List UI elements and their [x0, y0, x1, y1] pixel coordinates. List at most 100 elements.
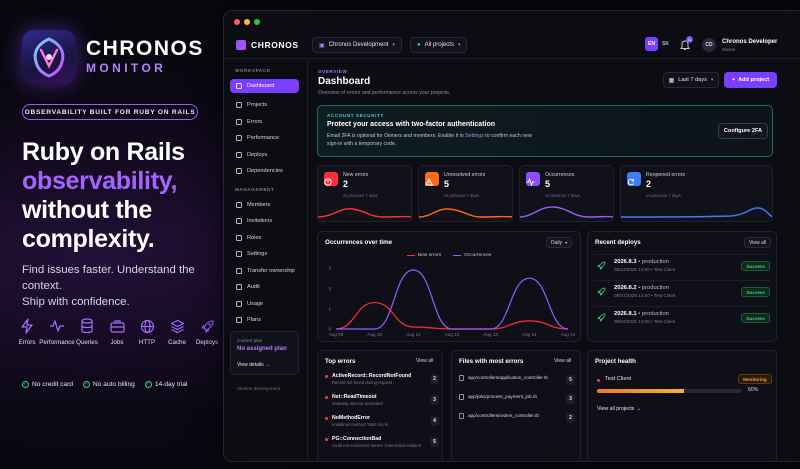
alert-icon — [324, 172, 338, 186]
chevron-down-icon: ▾ — [710, 77, 714, 83]
minimize-dot[interactable] — [244, 19, 250, 25]
transfer-icon — [236, 268, 242, 274]
stat-card-unresolved-errors[interactable]: Unresolved errors 5 vs previous 7 days — [418, 165, 513, 222]
files-panel: Files with most errors View all app/cont… — [451, 350, 581, 461]
security-label: ACCOUNT SECURITY — [327, 113, 385, 118]
sparkline-unresolved-errors — [419, 208, 512, 218]
error-message: Gateway timeout exceeded — [332, 401, 383, 406]
error-row[interactable]: NoMethodError undefined method 'total' fo… — [325, 414, 439, 433]
file-name: app/controllers/application_controller.r… — [468, 375, 548, 380]
sidebar-item-settings[interactable]: Settings — [230, 247, 299, 261]
main-content: OVERVIEW Dashboard Overview of errors an… — [308, 60, 800, 461]
top-errors-view-all-button[interactable]: View all — [416, 358, 434, 364]
sidebar-item-errors[interactable]: Errors — [230, 115, 299, 129]
deploy-row[interactable]: 2026.8.2 • production 08/07/2026 14:00 •… — [594, 280, 770, 302]
deploys-view-all-button[interactable]: View all — [744, 237, 772, 248]
marketing-panel: CHRONOS MONITOR OBSERVABILITY BUILT FOR … — [0, 0, 222, 469]
stat-label: Unresolved errors — [444, 172, 486, 178]
environment-select[interactable]: ● All projects ▾ — [410, 37, 468, 53]
sidebar-item-dependencies[interactable]: Dependencies — [230, 164, 299, 178]
health-project-name[interactable]: Test Client — [605, 376, 632, 382]
chart-legend: New errors Occurrences — [318, 253, 580, 258]
project-select[interactable]: ▣ Chronos Development ▾ — [312, 37, 402, 53]
sidebar-item-usage[interactable]: Usage — [230, 297, 299, 311]
error-dot-icon — [325, 396, 328, 399]
top-errors-title: Top errors — [325, 358, 356, 365]
avatar[interactable]: CD — [702, 38, 716, 52]
check-icon: ✓ — [83, 381, 91, 388]
feature-jobs: Jobs — [102, 316, 132, 346]
health-status-badge: Monitoring — [738, 374, 772, 384]
feature-label: Jobs — [110, 339, 124, 346]
error-count: 4 — [430, 416, 439, 426]
project-select-value: Chronos Development — [328, 42, 389, 48]
feature-label: Errors — [18, 339, 36, 346]
sidebar-item-members[interactable]: Members — [230, 198, 299, 212]
close-dot[interactable] — [234, 19, 240, 25]
view-all-projects-link[interactable]: View all projects → — [597, 406, 642, 412]
stat-card-reopened-errors[interactable]: Reopened errors 2 vs previous 7 days — [620, 165, 773, 222]
sidebar-item-invitations[interactable]: Invitations — [230, 214, 299, 228]
date-range-select[interactable]: ▦ Last 7 days ▾ — [663, 72, 719, 88]
security-body-post: to confirm each new sign-in with a tempo… — [327, 133, 532, 147]
window-controls — [234, 19, 260, 25]
perk-label: No credit card — [32, 381, 74, 388]
interval-value: Daily — [551, 239, 563, 246]
configure-2fa-button[interactable]: Configure 2FA — [718, 123, 768, 139]
legend-item: Occurrences — [453, 253, 491, 258]
settings-link[interactable]: Settings — [465, 133, 484, 139]
sidebar-item-dashboard[interactable]: Dashboard — [230, 79, 299, 93]
legend-label: Occurrences — [464, 253, 492, 258]
status-badge: Success — [741, 313, 770, 323]
stat-card-occurrences[interactable]: Occurrences 5 vs previous 7 days — [519, 165, 614, 222]
series-line-occurrences — [335, 269, 569, 330]
sparkline-new-errors — [318, 208, 411, 218]
stat-card-new-errors[interactable]: New errors 2 vs previous 7 days — [317, 165, 412, 222]
interval-select[interactable]: Daily ▾ — [546, 237, 573, 248]
package-icon — [236, 168, 242, 174]
file-error-count: 2 — [566, 413, 575, 423]
sidebar-item-transfer-ownership[interactable]: Transfer ownership — [230, 264, 299, 278]
sidebar-item-audit[interactable]: Audit — [230, 280, 299, 294]
maximize-dot[interactable] — [254, 19, 260, 25]
view-plan-details-link[interactable]: View details → — [237, 362, 270, 368]
error-row[interactable]: ActiveRecord::RecordNotFound Record not f… — [325, 372, 439, 391]
deploy-row[interactable]: 2026.8.1 • production 08/02/2026 14:00 •… — [594, 306, 770, 328]
security-body-pre: Email 2FA is optional for Owners and mem… — [327, 133, 466, 139]
file-icon — [459, 375, 464, 381]
perk-item: ✓ No credit card — [22, 381, 73, 388]
sidebar-item-plans[interactable]: Plans — [230, 313, 299, 327]
files-view-all-button[interactable]: View all — [554, 358, 572, 364]
sidebar-item-roles[interactable]: Roles — [230, 231, 299, 245]
error-row[interactable]: Net::ReadTimeout Gateway timeout exceeded… — [325, 393, 439, 412]
status-dot-icon — [597, 379, 600, 382]
occurrences-chart: 0 1 2 3 Aug 09 Aug 10 Aug 11 Aug 12 Aug 13 Aug 14… — [328, 266, 575, 337]
sidebar-item-performance[interactable]: Performance — [230, 131, 299, 145]
plus-icon: + — [731, 77, 736, 83]
feature-cache: Cache — [162, 316, 192, 346]
user-name[interactable]: Chronos Developer — [722, 39, 778, 45]
stat-label: Occurrences — [545, 172, 575, 178]
sidebar-item-projects[interactable]: Projects — [230, 98, 299, 112]
feature-label: Queries — [76, 339, 98, 346]
layers-icon — [170, 316, 185, 336]
deploy-version: 2026.8.2 • production — [614, 285, 669, 291]
file-row[interactable]: app/controllers/orders_controller.rb 2 — [459, 411, 575, 430]
file-row[interactable]: app/jobs/process_payment_job.rb 3 — [459, 392, 575, 411]
deploy-version-number: 2026.8.2 — [614, 285, 637, 291]
file-row[interactable]: app/controllers/application_controller.r… — [459, 373, 575, 392]
calendar-icon: ▦ — [668, 77, 675, 84]
lang-sk-button[interactable]: SK — [662, 41, 669, 47]
sidebar-item-deploys[interactable]: Deploys — [230, 148, 299, 162]
notification-count: 11 — [686, 36, 693, 43]
lang-en-button[interactable]: EN — [645, 37, 658, 51]
legend-swatch — [406, 254, 415, 257]
add-project-button[interactable]: + Add project — [724, 72, 777, 88]
error-name: ActiveRecord::RecordNotFound — [332, 373, 412, 379]
deploy-row[interactable]: 2026.8.3 • production 08/12/2026 14:00 •… — [594, 254, 770, 276]
sidebar-item-label: Performance — [247, 135, 280, 141]
deploy-meta: 08/12/2026 14:00 • Test Client — [614, 267, 676, 272]
alert-icon — [236, 119, 242, 125]
error-row[interactable]: PG::ConnectionBad could not connect to se… — [325, 435, 439, 454]
